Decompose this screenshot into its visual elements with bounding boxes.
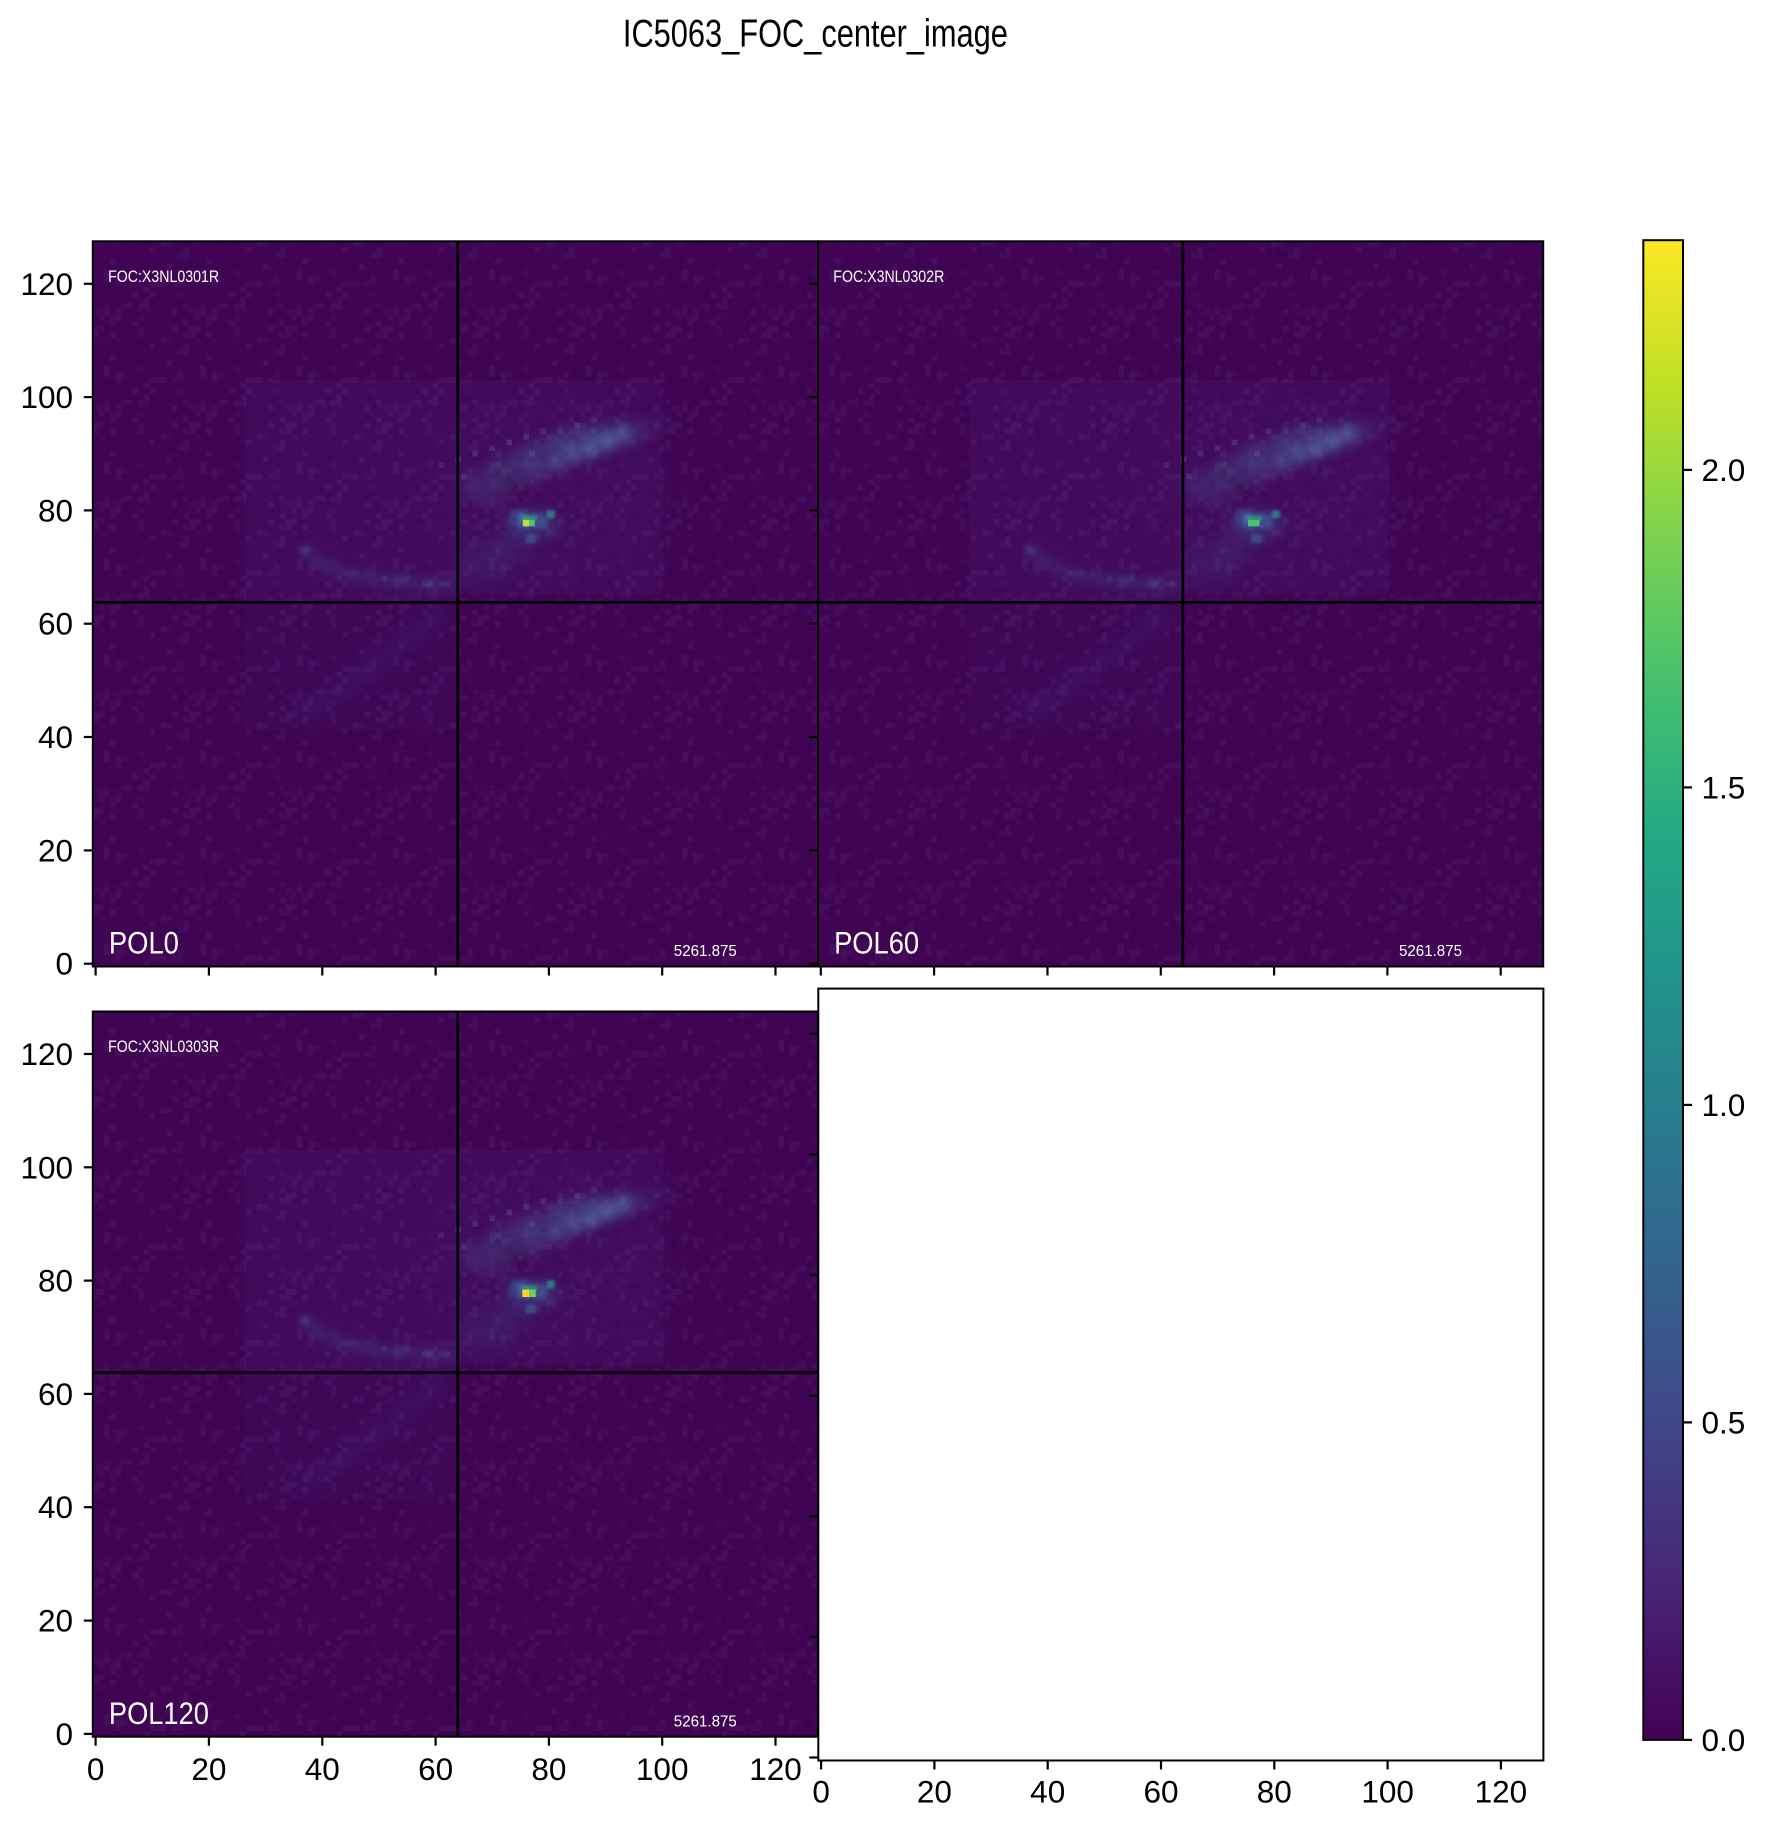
svg-text:FOC:X3NL0303R: FOC:X3NL0303R	[108, 1037, 219, 1056]
svg-text:POL120: POL120	[109, 1695, 209, 1731]
svg-text:0: 0	[87, 1751, 105, 1787]
svg-text:FOC:X3NL0301R: FOC:X3NL0301R	[108, 267, 219, 286]
svg-text:60: 60	[38, 606, 73, 642]
svg-text:0.0: 0.0	[1702, 1722, 1746, 1758]
svg-text:40: 40	[38, 719, 73, 755]
svg-text:80: 80	[38, 1263, 73, 1299]
svg-text:0: 0	[812, 1774, 830, 1810]
svg-text:0.5: 0.5	[1702, 1404, 1746, 1440]
svg-text:60: 60	[418, 1751, 453, 1787]
svg-text:20: 20	[191, 1751, 226, 1787]
svg-text:40: 40	[1030, 1774, 1065, 1810]
svg-text:5261.875: 5261.875	[1399, 943, 1462, 960]
svg-text:80: 80	[531, 1751, 566, 1787]
svg-text:100: 100	[636, 1751, 689, 1787]
svg-text:1.5: 1.5	[1702, 769, 1746, 805]
svg-text:1.0: 1.0	[1702, 1087, 1746, 1123]
svg-text:20: 20	[917, 1774, 952, 1810]
svg-text:120: 120	[1475, 1774, 1528, 1810]
svg-text:POL0: POL0	[109, 925, 179, 961]
svg-text:20: 20	[38, 1603, 73, 1639]
svg-text:40: 40	[38, 1489, 73, 1525]
svg-text:0: 0	[55, 1716, 73, 1752]
svg-text:IC5063_FOC_center_image: IC5063_FOC_center_image	[623, 13, 1008, 56]
svg-text:5261.875: 5261.875	[674, 943, 737, 960]
svg-text:120: 120	[20, 1036, 73, 1072]
svg-text:100: 100	[20, 1149, 73, 1185]
svg-text:100: 100	[20, 379, 73, 415]
svg-text:100: 100	[1361, 1774, 1414, 1810]
svg-text:120: 120	[749, 1751, 802, 1787]
svg-text:5261.875: 5261.875	[674, 1713, 737, 1730]
svg-text:FOC:X3NL0302R: FOC:X3NL0302R	[833, 267, 944, 286]
svg-text:60: 60	[38, 1376, 73, 1412]
svg-text:40: 40	[305, 1751, 340, 1787]
svg-text:80: 80	[1257, 1774, 1292, 1810]
svg-text:80: 80	[38, 492, 73, 528]
svg-text:20: 20	[38, 832, 73, 868]
svg-text:POL60: POL60	[834, 925, 919, 961]
svg-text:2.0: 2.0	[1702, 452, 1746, 488]
svg-text:120: 120	[20, 266, 73, 302]
svg-text:0: 0	[55, 946, 73, 982]
svg-text:60: 60	[1143, 1774, 1178, 1810]
